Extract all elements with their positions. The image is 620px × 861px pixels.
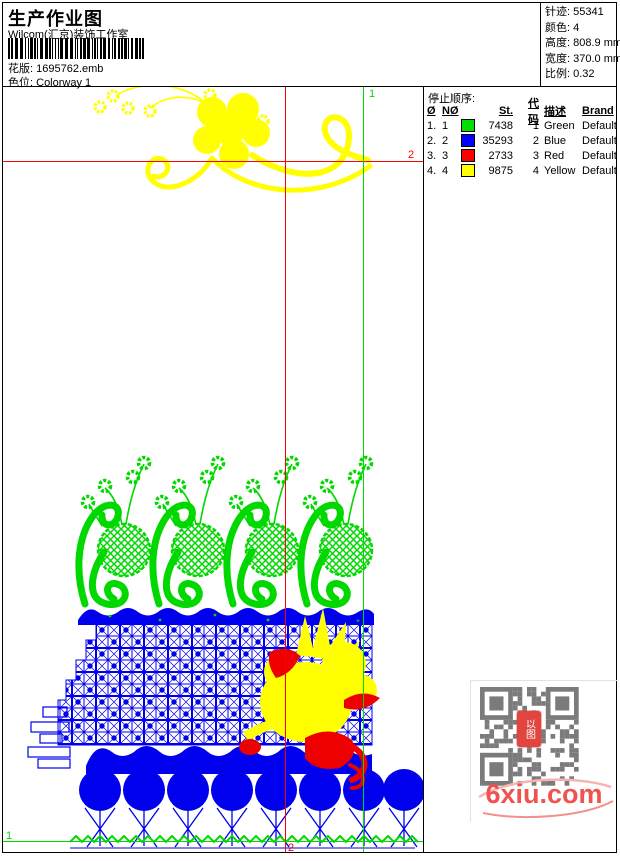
watermark-site: 6xiu.com	[485, 779, 603, 809]
page-title: 生产作业图	[8, 9, 103, 29]
col-desc: 描述	[544, 105, 566, 118]
cell-stitches: 7438	[488, 119, 513, 132]
design-file-label: 花版:	[8, 63, 34, 75]
stamp-text: 以图	[523, 719, 535, 739]
lace-edge-tabs	[27, 706, 71, 769]
design-height: 高度: 808.9 mm	[545, 37, 620, 49]
cell-code: 1	[532, 119, 539, 132]
stop-sequence-table: Ø NØ St. 代码 描述 Brand 元素 1. 1 7438 1 Gree…	[427, 98, 617, 178]
guide-lines: 1 1 2 2	[3, 87, 423, 852]
cell-desc: Green	[544, 119, 575, 132]
col-code: 代码	[528, 97, 539, 126]
color-swatch	[461, 134, 482, 147]
table-row-seq: 3.	[427, 149, 437, 162]
design-width: 宽度: 370.0 mm	[545, 52, 620, 65]
summary-panel: 针迹: 55341 颜色: 4 高度: 808.9 mm 宽度: 370.0 m…	[545, 5, 620, 83]
studio-subtitle: Wilcom(汇京)装饰工作室	[8, 29, 129, 41]
table-row-seq: 2.	[427, 134, 437, 147]
design-scale: 比例: 0.32	[545, 68, 595, 80]
col-seq: Ø	[427, 104, 436, 117]
col-no: NØ	[442, 104, 459, 117]
barcode	[8, 38, 150, 59]
design-file-value: 1695762.emb	[36, 63, 104, 75]
cell-code: 3	[532, 149, 539, 162]
watermark-swoosh	[478, 778, 614, 818]
end-marker-bottom: 2	[288, 842, 294, 852]
cell-desc: Blue	[544, 134, 567, 147]
design-file-line: 花版: 1695762.emb	[8, 60, 103, 76]
sequence-panel-border	[423, 87, 424, 852]
table-row-seq: 4.	[427, 164, 437, 177]
header-divider	[2, 86, 616, 87]
qr-watermark: 以图 6xiu.com	[470, 680, 617, 822]
table-row-seq: 1.	[427, 119, 437, 132]
cell-no: 1	[442, 119, 449, 132]
cell-no: 2	[442, 134, 449, 147]
cell-code: 4	[532, 164, 539, 177]
start-marker-left: 1	[6, 830, 12, 842]
embroidery-design-preview: 1 1 2 2	[3, 87, 423, 852]
cell-brand: Default	[582, 149, 617, 162]
stitch-count: 针迹: 55341	[545, 6, 604, 18]
cell-desc: Yellow	[544, 164, 576, 177]
qr-stamp: 以图	[517, 711, 541, 747]
cell-brand: Default	[582, 134, 617, 147]
col-brand: Brand	[582, 104, 614, 117]
color-swatch	[461, 149, 482, 162]
stop-sequence-title: 停止顺序:	[428, 93, 476, 105]
green-picot-zigzag	[69, 834, 419, 844]
color-swatch	[461, 119, 482, 132]
cell-stitches: 9875	[488, 164, 513, 177]
cell-brand: Default	[582, 119, 617, 132]
scallop-pompoms	[79, 769, 423, 811]
end-marker-right: 2	[408, 149, 414, 161]
cell-no: 4	[442, 164, 449, 177]
green-flower-row	[79, 458, 372, 605]
color-count: 颜色: 4	[545, 21, 580, 34]
color-swatch	[461, 164, 482, 177]
summary-panel-border	[540, 2, 541, 87]
yellow-scroll-flower	[93, 87, 373, 193]
cell-desc: Red	[544, 149, 565, 162]
cell-stitches: 35293	[482, 134, 513, 147]
yellow-red-flower	[239, 608, 380, 790]
cell-brand: Default	[582, 164, 617, 177]
col-st: St.	[498, 104, 513, 117]
cell-code: 2	[532, 134, 539, 147]
cell-no: 3	[442, 149, 449, 162]
cell-stitches: 2733	[488, 149, 513, 162]
start-marker-top: 1	[369, 88, 375, 100]
